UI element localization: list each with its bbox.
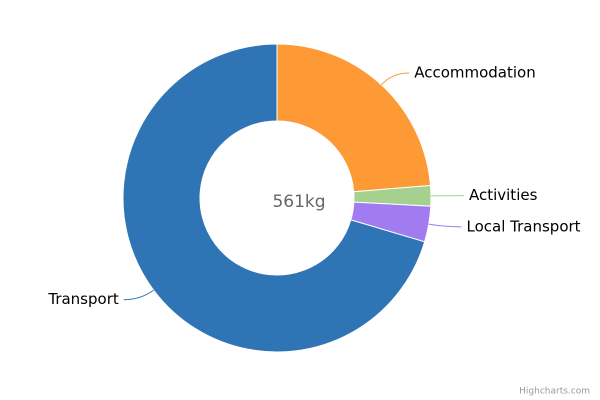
slice-label: Accommodation [414, 64, 536, 82]
connector [428, 223, 462, 228]
slice-label: Activities [469, 186, 538, 204]
connector [123, 289, 154, 301]
slice [276, 43, 432, 193]
slice-label: Local Transport [467, 217, 581, 235]
slice-label: Transport [47, 290, 119, 308]
center-label: 561kg [272, 192, 325, 212]
credit: Highcharts.com [519, 387, 590, 397]
connector [381, 72, 410, 86]
slice [122, 43, 426, 353]
